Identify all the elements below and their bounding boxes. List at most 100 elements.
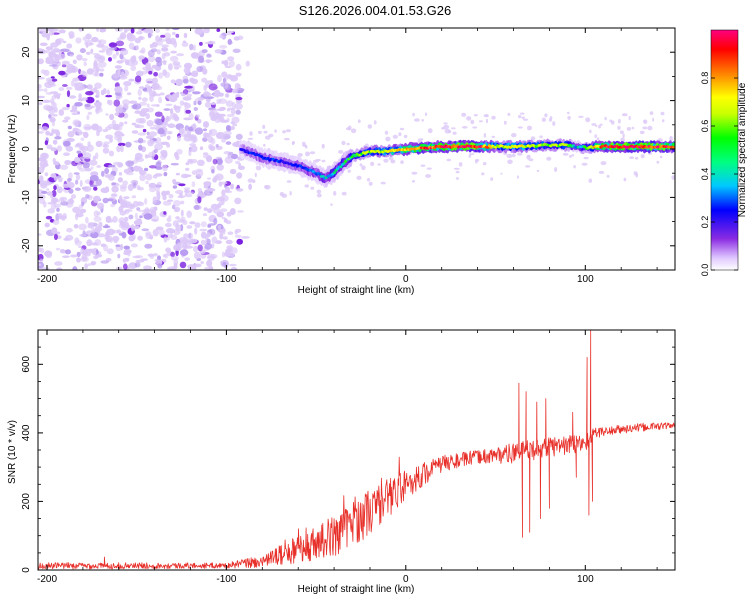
noise-blob bbox=[45, 49, 51, 54]
noise-blob bbox=[176, 148, 183, 155]
noise-blob bbox=[94, 225, 102, 233]
noise-blob bbox=[189, 43, 194, 51]
noise-blob bbox=[95, 178, 103, 186]
noise-blob bbox=[99, 72, 104, 77]
noise-blob bbox=[45, 215, 53, 220]
noise-blob bbox=[219, 208, 228, 212]
noise-blob bbox=[44, 159, 48, 165]
noise-blob bbox=[183, 187, 191, 191]
noise-blob bbox=[136, 70, 144, 77]
noise-blob bbox=[194, 263, 202, 268]
noise-blob bbox=[248, 183, 253, 190]
noise-speck bbox=[263, 143, 266, 147]
noise-blob bbox=[123, 28, 132, 32]
noise-blob bbox=[44, 250, 53, 257]
noise-blob bbox=[93, 186, 98, 191]
noise-blob bbox=[199, 146, 204, 151]
spectrogram-x-ticks: -200 -100 0 100 bbox=[37, 28, 658, 285]
noise-speck bbox=[377, 163, 381, 166]
noise-blob bbox=[117, 253, 121, 259]
noise-blob bbox=[225, 125, 232, 131]
noise-blob bbox=[209, 145, 216, 151]
noise-blob bbox=[109, 113, 115, 121]
noise-blob bbox=[120, 222, 124, 226]
noise-blob bbox=[220, 82, 226, 87]
noise-blob bbox=[201, 49, 208, 54]
noise-blob bbox=[185, 162, 190, 166]
noise-blob bbox=[44, 172, 49, 177]
noise-speck bbox=[411, 180, 416, 183]
noise-blob bbox=[206, 54, 212, 58]
noise-blob bbox=[86, 84, 93, 90]
noise-blob bbox=[213, 93, 219, 97]
noise-blob bbox=[69, 54, 74, 57]
noise-blob bbox=[122, 180, 128, 186]
noise-blob bbox=[218, 113, 226, 117]
noise-blob bbox=[139, 49, 145, 54]
noise-speck bbox=[554, 167, 558, 172]
noise-speck bbox=[669, 136, 673, 141]
noise-speck bbox=[571, 153, 575, 157]
noise-speck bbox=[392, 134, 398, 139]
noise-blob bbox=[191, 181, 196, 188]
noise-blob bbox=[195, 114, 200, 118]
noise-blob bbox=[62, 119, 69, 123]
noise-speck bbox=[573, 165, 576, 169]
noise-blob bbox=[155, 161, 162, 169]
noise-blob bbox=[167, 123, 176, 128]
noise-blob bbox=[100, 243, 107, 248]
noise-blob bbox=[192, 135, 197, 143]
noise-speck bbox=[500, 172, 503, 175]
noise-blob bbox=[227, 56, 235, 62]
noise-blob bbox=[73, 172, 80, 175]
noise-blob bbox=[115, 40, 125, 47]
noise-blob bbox=[141, 97, 148, 102]
noise-blob bbox=[153, 71, 159, 77]
noise-blob bbox=[236, 188, 244, 192]
noise-blob bbox=[38, 48, 43, 53]
noise-blob bbox=[120, 145, 124, 153]
noise-blob bbox=[216, 211, 225, 218]
noise-speck bbox=[482, 162, 487, 166]
noise-blob bbox=[114, 112, 120, 116]
noise-blob bbox=[116, 145, 121, 153]
noise-blob bbox=[124, 85, 129, 92]
noise-blob bbox=[197, 244, 203, 252]
noise-blob bbox=[86, 114, 90, 121]
noise-blob bbox=[156, 49, 161, 55]
noise-blob bbox=[135, 259, 145, 263]
noise-blob bbox=[87, 141, 91, 147]
noise-blob bbox=[80, 137, 85, 141]
noise-blob bbox=[66, 90, 71, 98]
noise-speck bbox=[347, 169, 351, 173]
noise-blob bbox=[154, 143, 163, 151]
noise-speck bbox=[609, 119, 613, 123]
noise-blob bbox=[237, 35, 244, 41]
noise-speck bbox=[310, 186, 315, 190]
colorbar-gradient bbox=[710, 29, 739, 271]
noise-blob bbox=[138, 144, 143, 151]
noise-blob bbox=[152, 77, 158, 84]
colorbar-tick-label: 0.2 bbox=[700, 216, 710, 229]
noise-blob bbox=[231, 247, 238, 254]
noise-blob bbox=[96, 130, 100, 137]
noise-blob bbox=[71, 194, 76, 199]
x-tick-label: 0 bbox=[403, 274, 409, 285]
noise-blob bbox=[144, 243, 153, 249]
noise-blob bbox=[216, 116, 225, 121]
noise-blob bbox=[173, 64, 182, 69]
spectrogram-y-axis-label: Frequency (Hz) bbox=[7, 115, 18, 184]
noise-blob bbox=[236, 238, 243, 245]
noise-blob bbox=[51, 60, 58, 66]
noise-blob bbox=[50, 76, 55, 79]
noise-blob bbox=[203, 28, 210, 34]
noise-speck bbox=[516, 175, 519, 179]
noise-blob bbox=[48, 51, 57, 58]
noise-blob bbox=[51, 78, 58, 82]
noise-blob bbox=[93, 210, 100, 218]
noise-blob bbox=[74, 102, 83, 107]
noise-blob bbox=[84, 103, 91, 108]
noise-blob bbox=[151, 215, 160, 223]
noise-blob bbox=[162, 164, 168, 172]
noise-speck bbox=[539, 135, 543, 139]
